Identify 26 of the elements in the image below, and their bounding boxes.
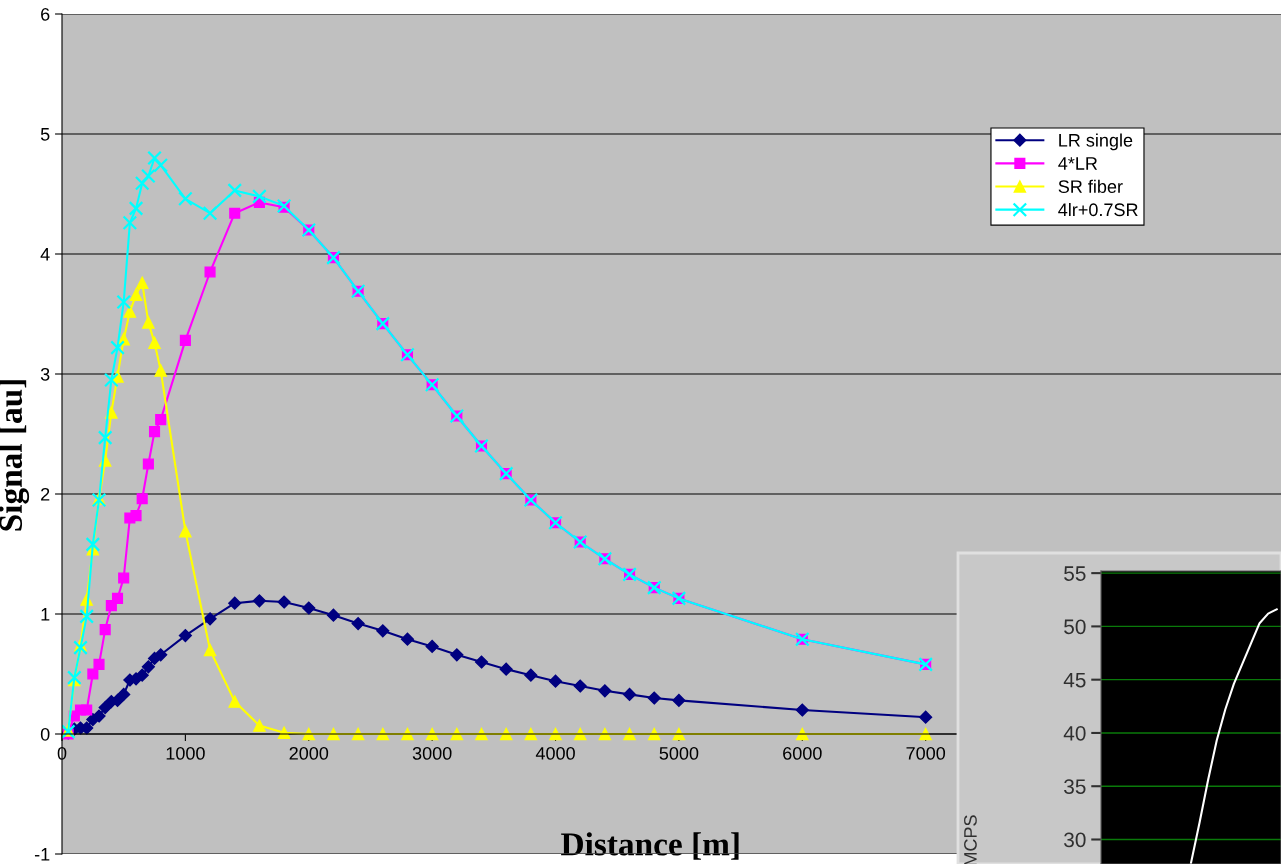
y-tick-label: 30 [1064,832,1086,848]
legend-label: SR fiber [1058,179,1123,194]
legend-label: 4*LR [1058,157,1098,170]
y-tick-label: 4 [40,248,50,261]
x-tick-label: 1000 [166,746,205,760]
legend-label: 4lr+0.7SR [1058,202,1138,217]
y-tick-label: 45 [1063,672,1086,688]
y-tick-label: 3 [40,367,50,381]
x-tick-label: 6000 [783,746,822,760]
y-tick-label: 6 [41,7,50,21]
y-tick-label: 2 [41,487,50,501]
y-tick-label: 35 [1064,779,1086,794]
y-tick-label: -1 [34,848,50,861]
x-tick-label: 7000 [906,746,946,760]
x-tick-label: 4000 [535,746,575,760]
y-tick-label: 40 [1063,725,1086,741]
x-tick-label: 3000 [412,746,452,760]
x-tick-label: 2000 [289,746,329,760]
y-tick-label: 50 [1064,619,1086,635]
y-tick-label: 0 [40,727,50,741]
y-tick-label: 5 [40,128,50,141]
x-axis-title: Distance [m] [561,832,739,860]
y-tick-label: 1 [41,608,50,621]
x-tick-label: 5000 [659,746,699,760]
y-tick-label: 55 [1064,566,1086,581]
legend-label: LR single [1059,133,1133,151]
